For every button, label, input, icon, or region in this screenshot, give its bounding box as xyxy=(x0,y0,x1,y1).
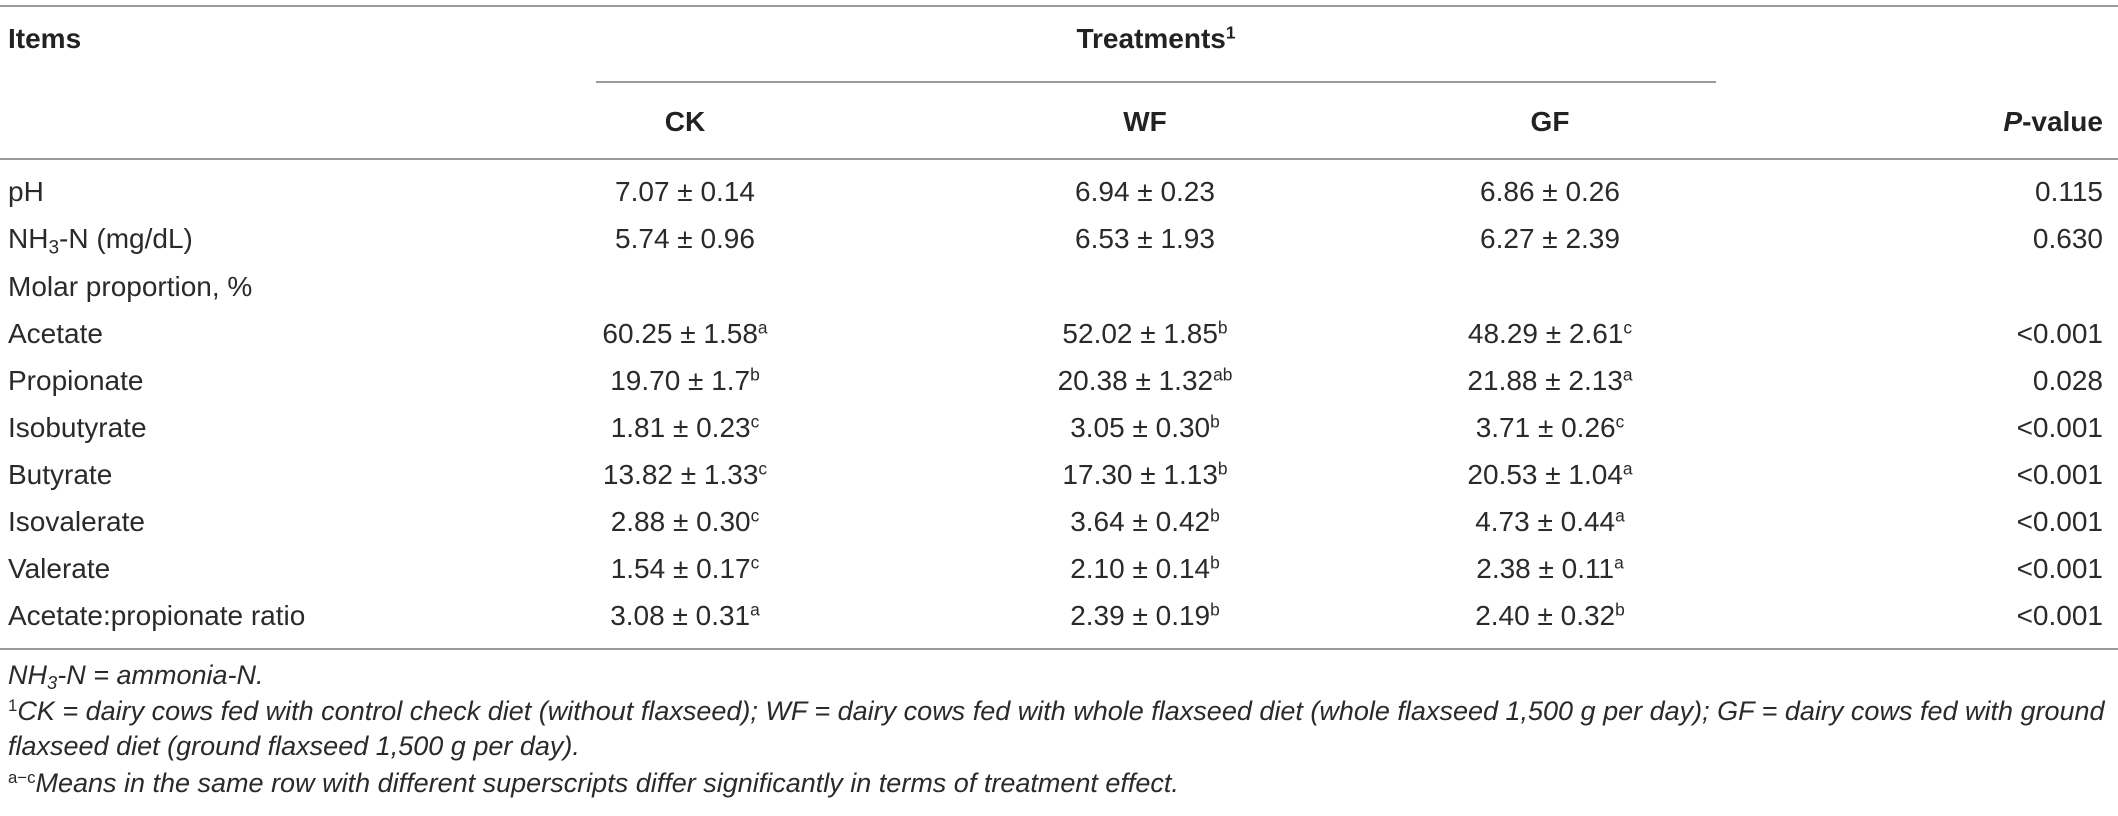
p-value: <0.001 xyxy=(2016,553,2103,584)
footnote-nh3: NH3-N = ammonia-N. xyxy=(8,660,264,694)
row-label: Butyrate xyxy=(8,459,113,490)
wf-value: 3.05 ± 0.30b xyxy=(1070,411,1220,443)
wf-value: 6.53 ± 1.93 xyxy=(1075,223,1215,254)
wf-value: 3.64 ± 0.42b xyxy=(1070,505,1220,537)
gf-value: 2.40 ± 0.32b xyxy=(1475,599,1625,631)
ck-value: 19.70 ± 1.7b xyxy=(610,364,760,396)
header-treatments: Treatments1 xyxy=(596,22,1716,56)
gf-value: 4.73 ± 0.44a xyxy=(1475,505,1625,537)
row-label: Valerate xyxy=(8,553,111,584)
ck-value: 2.88 ± 0.30c xyxy=(610,505,760,537)
header-pvalue-rest: -value xyxy=(2022,106,2103,137)
wf-value: 17.30 ± 1.13b xyxy=(1062,458,1228,490)
header-ck: CK xyxy=(664,106,706,137)
p-value: <0.001 xyxy=(2016,412,2103,443)
header-rule xyxy=(0,158,2118,160)
gf-value: 6.86 ± 0.26 xyxy=(1480,176,1620,207)
row-label: Acetate xyxy=(8,318,103,349)
row-label: pH xyxy=(8,176,44,207)
row-label: Isobutyrate xyxy=(8,412,147,443)
header-wf: WF xyxy=(1123,106,1167,137)
gf-value: 6.27 ± 2.39 xyxy=(1480,223,1620,254)
header-treatments-label: Treatments xyxy=(1076,23,1226,54)
wf-value: 6.94 ± 0.23 xyxy=(1075,176,1215,207)
footnote-superscripts: a−cMeans in the same row with different … xyxy=(8,767,1179,798)
wf-value: 2.10 ± 0.14b xyxy=(1070,552,1220,584)
p-value: 0.630 xyxy=(2032,223,2103,254)
gf-value: 3.71 ± 0.26c xyxy=(1475,411,1625,443)
wf-value: 52.02 ± 1.85b xyxy=(1062,317,1228,349)
ck-value: 5.74 ± 0.96 xyxy=(615,223,755,254)
footnote-treatments: 1CK = dairy cows fed with control check … xyxy=(8,695,2105,761)
p-value: <0.001 xyxy=(2016,459,2103,490)
ck-value: 3.08 ± 0.31a xyxy=(610,599,760,631)
header-pvalue-p: P xyxy=(2003,106,2023,137)
top-rule xyxy=(0,5,2118,7)
header-treatments-sup: 1 xyxy=(1225,22,1236,43)
p-value: <0.001 xyxy=(2016,506,2103,537)
header-gf: GF xyxy=(1530,106,1570,137)
gf-value: 48.29 ± 2.61c xyxy=(1467,317,1633,349)
ck-value: 60.25 ± 1.58a xyxy=(602,317,768,349)
row-label: Isovalerate xyxy=(8,506,145,537)
ck-value: 1.54 ± 0.17c xyxy=(610,552,760,584)
gf-value: 20.53 ± 1.04a xyxy=(1467,458,1633,490)
p-value: <0.001 xyxy=(2016,600,2103,631)
row-label: NH3-N (mg/dL) xyxy=(8,223,193,259)
bottom-rule xyxy=(0,648,2118,650)
gf-value: 2.38 ± 0.11a xyxy=(1476,552,1624,584)
gf-value: 21.88 ± 2.13a xyxy=(1467,364,1633,396)
treatments-underline xyxy=(596,81,1716,83)
wf-value: 20.38 ± 1.32ab xyxy=(1057,364,1233,396)
wf-value: 2.39 ± 0.19b xyxy=(1070,599,1220,631)
row-label: Acetate:propionate ratio xyxy=(8,600,306,631)
header-items: Items xyxy=(8,23,82,54)
p-value: 0.028 xyxy=(2032,365,2103,396)
header-pvalue: P-value xyxy=(1850,105,2103,139)
p-value: <0.001 xyxy=(2016,318,2103,349)
section-label: Molar proportion, % xyxy=(8,271,253,302)
row-label: Propionate xyxy=(8,365,144,396)
ck-value: 1.81 ± 0.23c xyxy=(610,411,760,443)
p-value: 0.115 xyxy=(2035,176,2103,207)
ck-value: 13.82 ± 1.33c xyxy=(602,458,768,490)
ck-value: 7.07 ± 0.14 xyxy=(615,176,755,207)
